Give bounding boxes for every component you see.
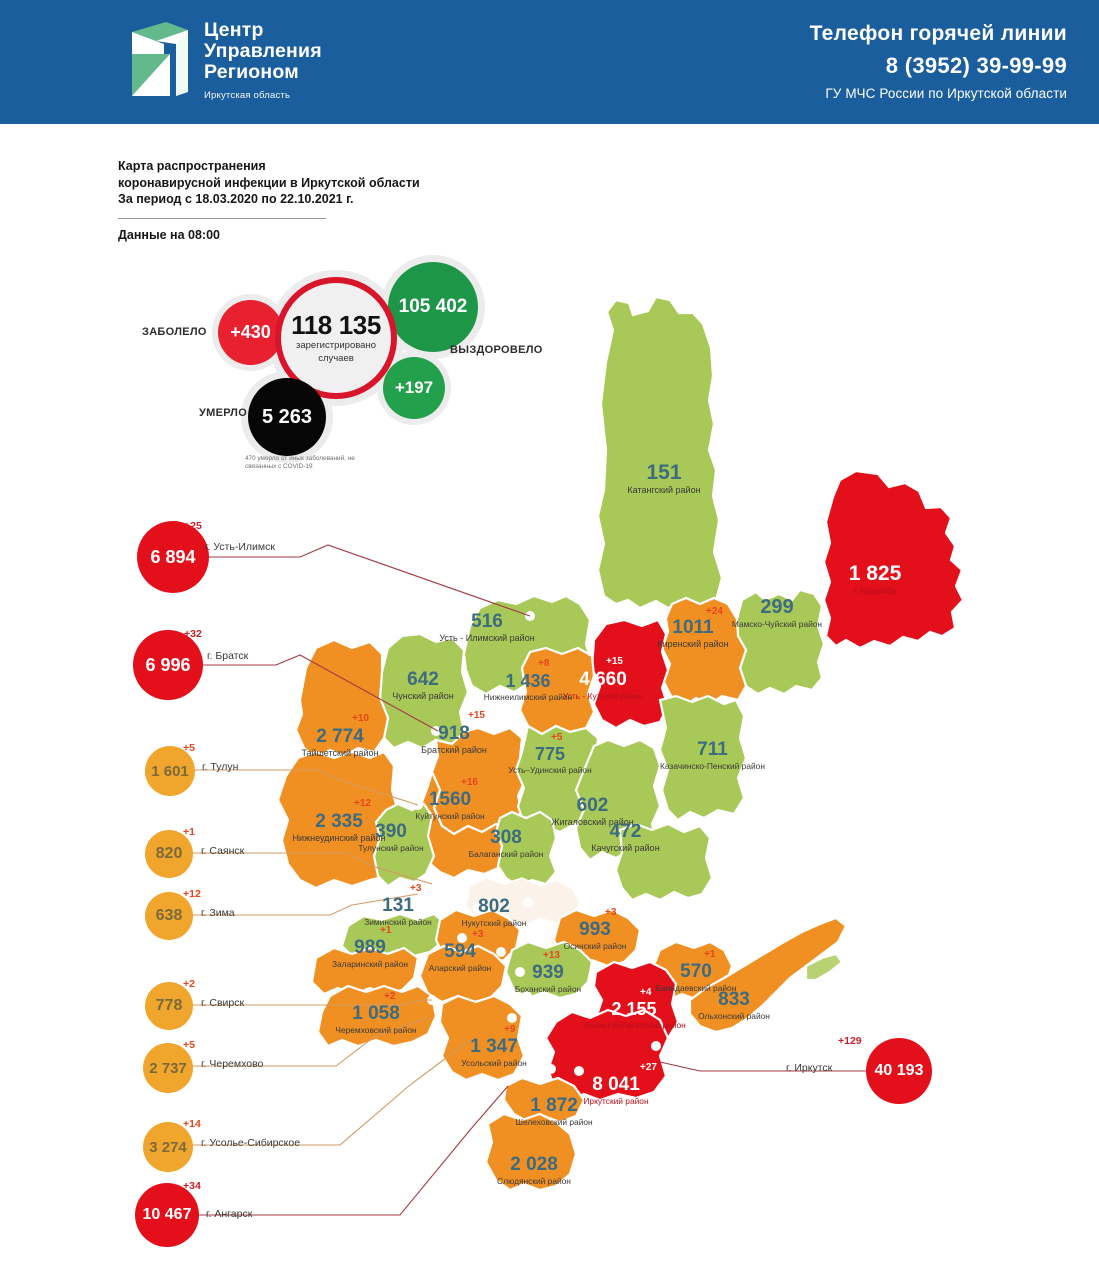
region-olkhonsky [688, 916, 848, 1034]
logo-line-3: Регионом [204, 61, 299, 83]
region-mamsko-chuysky [735, 588, 826, 696]
region-katangsky [596, 295, 724, 610]
logo-line-2: Управления [204, 40, 322, 62]
name-city-irkutsk: г. Иркутск [786, 1062, 833, 1074]
region-usolsky [438, 994, 526, 1082]
map-city-dot [431, 726, 441, 736]
delta-city-irkutsk: +129 [838, 1035, 862, 1047]
map-city-dot [507, 1013, 517, 1023]
value-city-angarsk: 10 467 [135, 1183, 199, 1247]
name-city-angarsk: г. Ангарск [206, 1208, 253, 1220]
map-city-dot [457, 933, 467, 943]
map-city-dot [413, 800, 423, 810]
title-divider [118, 217, 326, 219]
hotline-number: 8 (3952) 39-99-99 [885, 53, 1067, 78]
name-city-svirsk: г. Свирск [201, 997, 245, 1009]
name-city-zima: г. Зима [201, 907, 235, 919]
region-kirensky [660, 596, 748, 708]
region-tulunsky [372, 802, 436, 888]
value-city-usolye: 3 274 [143, 1122, 193, 1172]
value-city-bratsk: 6 996 [133, 630, 203, 700]
map-city-dot [427, 995, 437, 1005]
name-city-tulun: г. Тулун [202, 761, 239, 773]
logo-line-1: Центр [204, 19, 264, 41]
value-city-tulun: 1 601 [145, 746, 195, 796]
cur-logo: Центр Управления Регионом Иркутская обла… [126, 18, 322, 101]
map-city-dot [496, 947, 506, 957]
region-zalarinsky [310, 946, 420, 996]
map-city-dot [546, 1064, 556, 1074]
hotline-title: Телефон горячей линии [809, 22, 1067, 45]
region-kachugsky [614, 822, 714, 902]
delta-city-tulun: +5 [183, 742, 195, 754]
region-ust-kutsky [590, 618, 670, 730]
delta-city-angarsk: +34 [183, 1180, 201, 1192]
hotline-organization: ГУ МЧС России по Иркутской области [825, 86, 1067, 101]
region-ziminsky [340, 912, 448, 958]
value-city-zima: 638 [145, 892, 193, 940]
page-header: Центр Управления Регионом Иркутская обла… [0, 0, 1099, 124]
value-city-sayansk: 820 [145, 830, 193, 878]
map-city-dot [523, 898, 533, 908]
cur-logo-text: Центр Управления Регионом Иркутская обла… [204, 18, 322, 102]
map-city-dot [525, 611, 535, 621]
page-title: Карта распространения коронавирусной инф… [118, 158, 538, 242]
name-city-sayansk: г. Саянск [201, 845, 245, 857]
region-bokhansky [504, 940, 594, 1000]
delta-city-svirsk: +2 [183, 978, 195, 990]
title-line-1: Карта распространения [118, 159, 266, 173]
delta-city-zima: +12 [183, 888, 201, 900]
region-taishetsky [294, 638, 390, 760]
region-chunsky [378, 632, 470, 750]
value-city-cheremkhovo: 2 737 [143, 1043, 193, 1093]
value-city-ust-ilimsk: 6 894 [137, 521, 209, 593]
title-line-3: За период с 18.03.2020 по 22.10.2021 г. [118, 192, 354, 206]
region-cheremkhovsky [316, 984, 438, 1048]
delta-city-cheremkhovo: +5 [183, 1039, 195, 1051]
name-city-cheremkhovo: г. Черемхово [201, 1058, 264, 1070]
value-city-irkutsk: 40 193 [866, 1038, 932, 1104]
map-city-dot [651, 1041, 661, 1051]
value-city-svirsk: 778 [145, 982, 193, 1030]
map-city-dot [473, 903, 483, 913]
map-city-dot [522, 991, 532, 1001]
name-city-ust-ilimsk: г. Усть-Илимск [205, 541, 275, 553]
region-irkutsky [544, 1008, 670, 1102]
region-nizhneilimsky [518, 646, 596, 736]
region-bodaibo [822, 469, 965, 650]
title-line-2: коронавирусной инфекции в Иркутской обла… [118, 175, 420, 190]
region-alarsky [418, 944, 508, 1004]
logo-subtitle: Иркутская область [204, 90, 291, 101]
hotline-block: Телефон горячей линии 8 (3952) 39-99-99 … [810, 22, 1067, 101]
region-kazachinsko-lensky [658, 694, 748, 822]
region-slyudyansky [484, 1112, 578, 1192]
region-balagansky [494, 810, 558, 888]
delta-city-sayansk: +1 [183, 826, 195, 838]
cur-logo-mark-icon [126, 18, 192, 100]
map-city-dot [574, 1066, 584, 1076]
name-city-usolye: г. Усолье-Сибирское [201, 1137, 301, 1149]
region-olkhon-island [804, 952, 844, 982]
delta-city-usolye: +14 [183, 1118, 201, 1130]
map-city-dot [515, 967, 525, 977]
data-timestamp: Данные на 08:00 [118, 227, 221, 242]
region-shelekhovsky [502, 1076, 586, 1124]
name-city-bratsk: г. Братск [207, 650, 249, 662]
